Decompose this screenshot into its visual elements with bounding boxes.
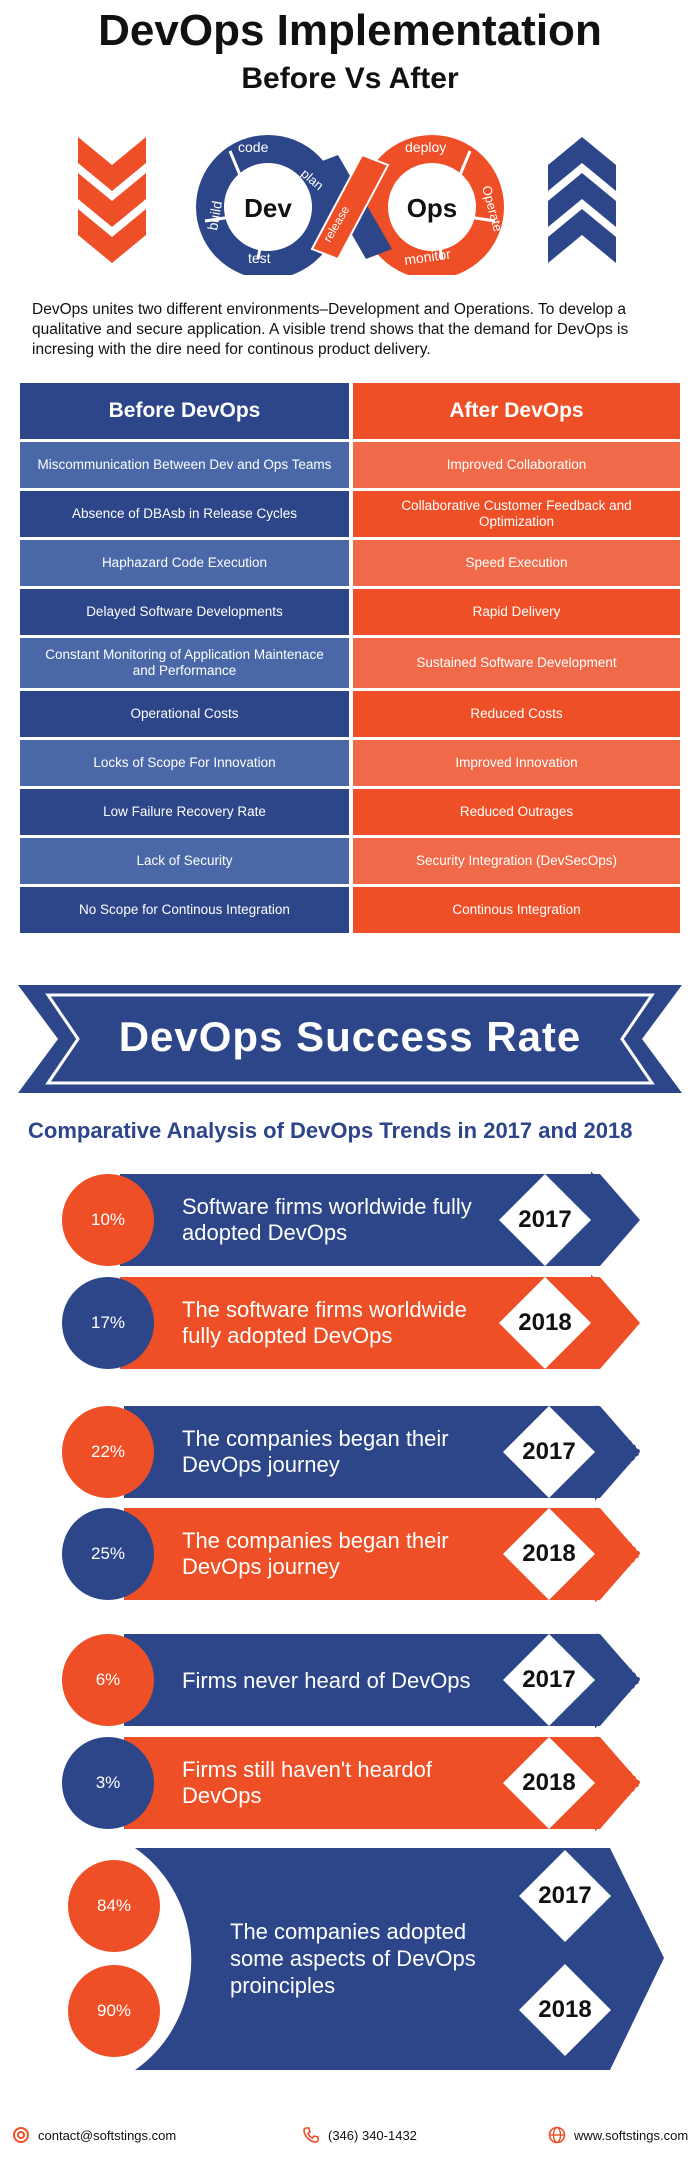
dev-loop: [196, 135, 340, 275]
stat-text: The software firms worldwide fully adopt…: [182, 1297, 467, 1348]
page-subtitle: Before Vs After: [241, 62, 459, 95]
phone-text: (346) 340-1432: [328, 2127, 417, 2143]
year-label: 2018: [538, 1996, 592, 2023]
footer-phone[interactable]: (346) 340-1432: [302, 2126, 417, 2144]
before-cell: Lack of Security: [20, 838, 349, 884]
website-text: www.softstings.com: [574, 2127, 689, 2143]
table-row: Miscommunication Between Dev and Ops Tea…: [20, 442, 680, 488]
page-title: DevOps Implementation: [98, 6, 602, 55]
percent-circle: 3%: [62, 1737, 154, 1829]
hero-label-dev: Dev: [244, 193, 292, 223]
before-cell: Haphazard Code Execution: [20, 540, 349, 586]
devops-infinity-graphic: code plan build Dev test release deploy …: [78, 135, 616, 275]
email-icon: [13, 2127, 29, 2143]
after-cell: Collaborative Customer Feedback and Opti…: [353, 491, 680, 537]
adoption-block: [135, 1848, 664, 2070]
percent-circle: 90%: [68, 1965, 160, 2057]
comparison-header: Before DevOps After DevOps: [20, 383, 680, 439]
percent-circle: 25%: [62, 1508, 154, 1600]
percent-circle: 17%: [62, 1277, 154, 1369]
hero-label-build: build: [204, 200, 225, 232]
stat-band: 6% Firms never heard of DevOps 2017: [0, 1630, 700, 1730]
stat-band: 22% The companies began their DevOps jou…: [0, 1402, 700, 1502]
before-cell: Constant Monitoring of Application Maint…: [20, 638, 349, 688]
intro-paragraph: DevOps unites two different environments…: [32, 301, 629, 358]
email-text: contact@softstings.com: [38, 2127, 177, 2143]
hero-label-deploy: deploy: [405, 139, 446, 155]
after-cell: Continous Integration: [353, 887, 680, 933]
comparison-table: Before DevOps After DevOps Miscommunicat…: [20, 383, 680, 933]
percent-circle: 10%: [62, 1174, 154, 1266]
success-ribbon: [18, 985, 682, 1093]
stat-text: Firms still haven't heardof DevOps: [182, 1757, 432, 1808]
before-cell: Locks of Scope For Innovation: [20, 740, 349, 786]
after-heading: After DevOps: [353, 383, 680, 439]
hero-label-code: code: [238, 139, 269, 155]
stat-text: The companies began their DevOps journey: [182, 1426, 449, 1477]
stat-band: 17% The software firms worldwide fully a…: [0, 1273, 700, 1373]
chevron-down-icon: [78, 137, 146, 263]
table-row: Absence of DBAsb in Release Cycles Colla…: [20, 491, 680, 537]
year-label: 2017: [522, 1666, 576, 1693]
table-row: Lack of Security Security Integration (D…: [20, 838, 680, 884]
stat-text: The companies began their DevOps journey: [182, 1528, 449, 1579]
stat-text: Firms never heard of DevOps: [182, 1668, 471, 1693]
percent-circle: 84%: [68, 1860, 160, 1952]
table-row: Delayed Software Developments Rapid Deli…: [20, 589, 680, 635]
table-row: Operational Costs Reduced Costs: [20, 691, 680, 737]
table-row: Constant Monitoring of Application Maint…: [20, 638, 680, 688]
ops-loop: [360, 135, 504, 275]
after-cell: Speed Execution: [353, 540, 680, 586]
year-label: 2018: [522, 1769, 576, 1796]
stat-band: 25% The companies began their DevOps jou…: [0, 1504, 700, 1604]
year-label: 2017: [518, 1206, 572, 1233]
after-cell: Rapid Delivery: [353, 589, 680, 635]
table-row: Locks of Scope For Innovation Improved I…: [20, 740, 680, 786]
year-label: 2018: [522, 1540, 576, 1567]
before-heading: Before DevOps: [20, 383, 349, 439]
year-label: 2018: [518, 1309, 572, 1336]
after-cell: Improved Innovation: [353, 740, 680, 786]
hero-label-ops: Ops: [407, 193, 458, 223]
table-row: No Scope for Continous Integration Conti…: [20, 887, 680, 933]
analysis-title: Comparative Analysis of DevOps Trends in…: [28, 1118, 633, 1143]
globe-icon: [548, 2126, 566, 2144]
percent-circle: 6%: [62, 1634, 154, 1726]
phone-icon: [303, 2127, 319, 2143]
after-cell: Reduced Outrages: [353, 789, 680, 835]
footer-email[interactable]: contact@softstings.com: [12, 2126, 176, 2144]
year-label: 2017: [522, 1438, 576, 1465]
before-cell: Low Failure Recovery Rate: [20, 789, 349, 835]
before-cell: No Scope for Continous Integration: [20, 887, 349, 933]
before-cell: Miscommunication Between Dev and Ops Tea…: [20, 442, 349, 488]
chevron-up-icon: [548, 137, 616, 263]
hero-label-test: test: [248, 250, 271, 266]
stat-text: Software firms worldwide fully adopted D…: [182, 1194, 472, 1245]
table-row: Haphazard Code Execution Speed Execution: [20, 540, 680, 586]
after-cell: Reduced Costs: [353, 691, 680, 737]
stat-text: The companies adopted some aspects of De…: [230, 1919, 476, 1998]
after-cell: Sustained Software Development: [353, 638, 680, 688]
table-row: Low Failure Recovery Rate Reduced Outrag…: [20, 789, 680, 835]
footer-website[interactable]: www.softstings.com: [548, 2126, 688, 2144]
after-cell: Security Integration (DevSecOps): [353, 838, 680, 884]
before-cell: Absence of DBAsb in Release Cycles: [20, 491, 349, 537]
year-label: 2017: [538, 1882, 592, 1909]
percent-circle: 22%: [62, 1406, 154, 1498]
footer: contact@softstings.com (346) 340-1432 ww…: [0, 2122, 700, 2152]
after-cell: Improved Collaboration: [353, 442, 680, 488]
before-cell: Delayed Software Developments: [20, 589, 349, 635]
hero-label-monitor: monitor: [403, 246, 452, 268]
success-banner-title: DevOps Success Rate: [118, 1013, 582, 1060]
before-cell: Operational Costs: [20, 691, 349, 737]
stat-band: 3% Firms still haven't heardof DevOps 20…: [0, 1733, 700, 1833]
stat-band: 10% Software firms worldwide fully adopt…: [0, 1170, 700, 1270]
